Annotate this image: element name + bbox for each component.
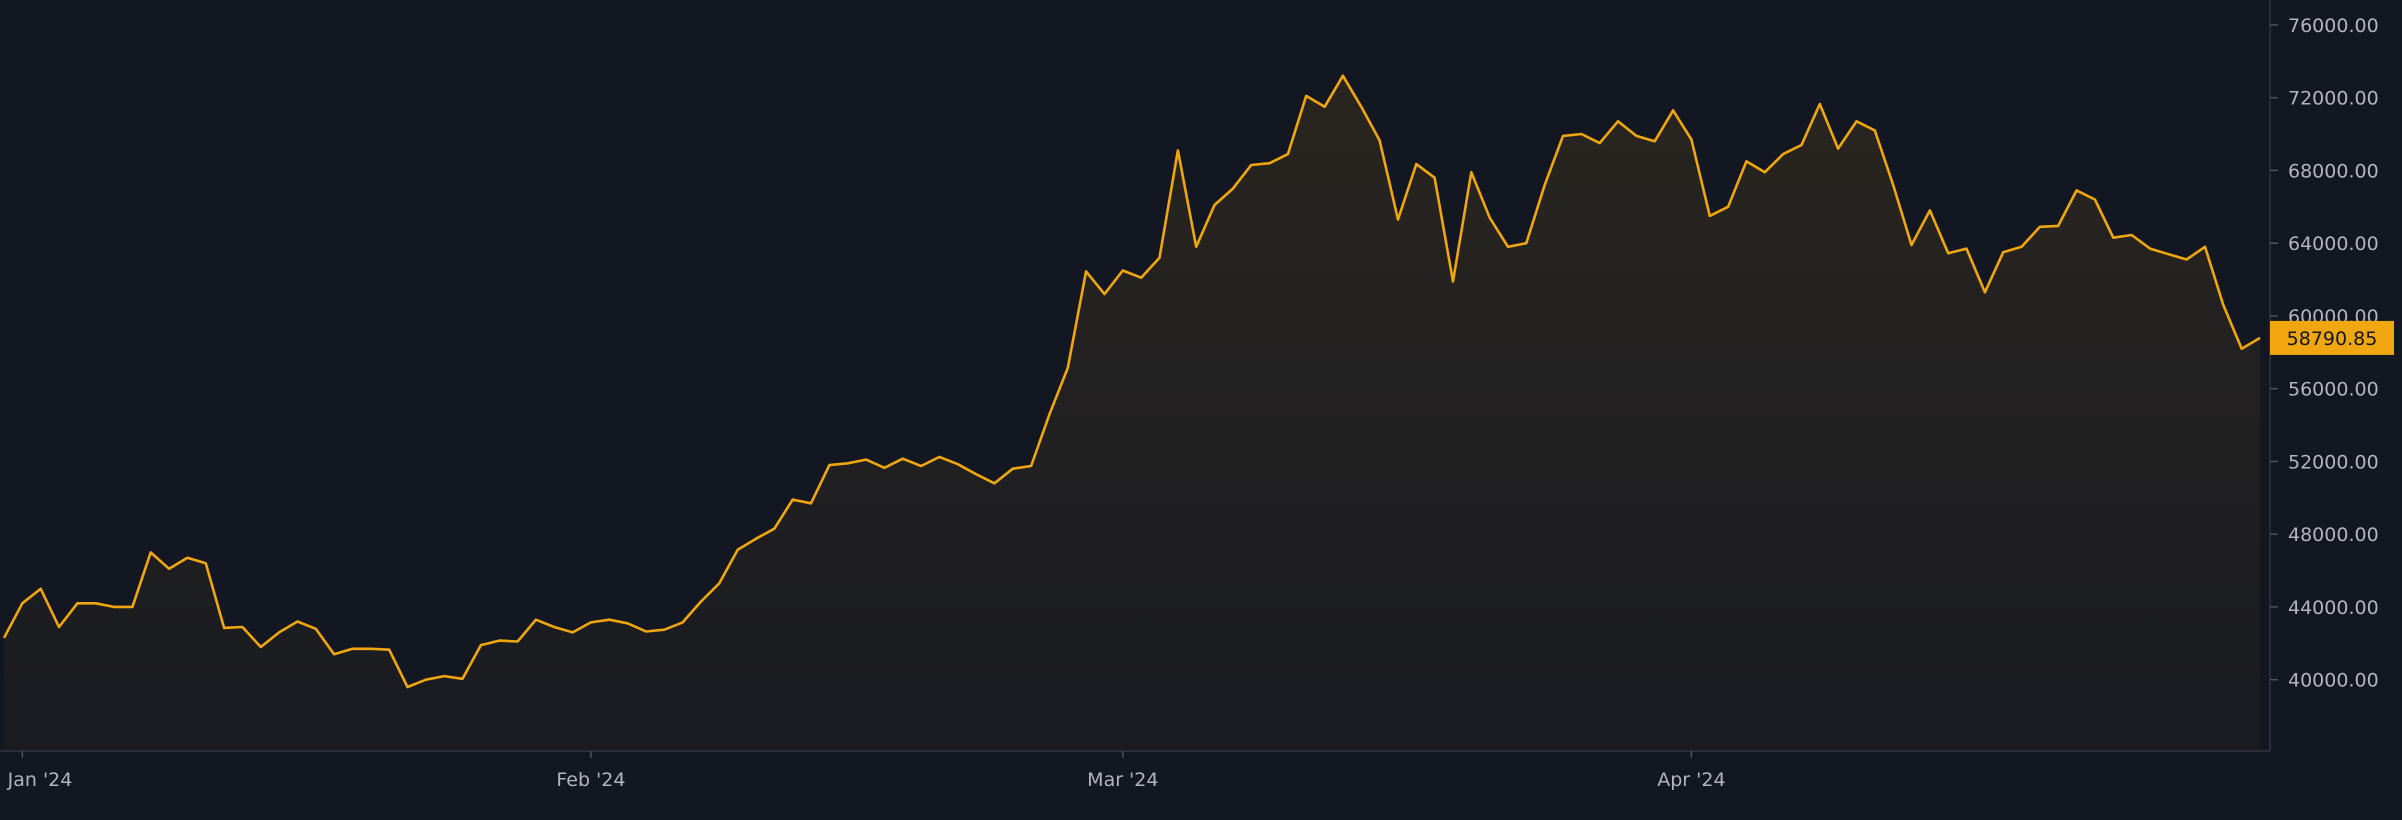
x-tick-label: Mar '24 <box>1087 769 1158 791</box>
y-tick-label: 48000.00 <box>2288 524 2379 546</box>
last-price-badge <box>2270 320 2394 355</box>
y-tick-label: 64000.00 <box>2288 233 2379 255</box>
x-tick-label: Jan '24 <box>7 769 73 791</box>
y-tick-label: 72000.00 <box>2288 88 2379 110</box>
y-tick-label: 76000.00 <box>2288 15 2379 37</box>
y-tick-label: 56000.00 <box>2288 379 2379 401</box>
y-tick-label: 52000.00 <box>2288 451 2379 473</box>
price-line <box>2 74 2261 689</box>
price-area-fill <box>4 75 2260 752</box>
last-price-marker: 58790.85 <box>2270 320 2394 355</box>
x-tick-label: Feb '24 <box>556 769 625 791</box>
last-price-label: 58790.85 <box>2287 328 2378 350</box>
x-tick-label: Apr '24 <box>1657 769 1725 791</box>
time-axis[interactable]: Jan '24 Feb '24 Mar '24 Apr '24 <box>7 751 1726 791</box>
y-tick-label: 68000.00 <box>2288 160 2379 182</box>
y-tick-label: 40000.00 <box>2288 670 2379 692</box>
y-tick-label: 44000.00 <box>2288 597 2379 619</box>
